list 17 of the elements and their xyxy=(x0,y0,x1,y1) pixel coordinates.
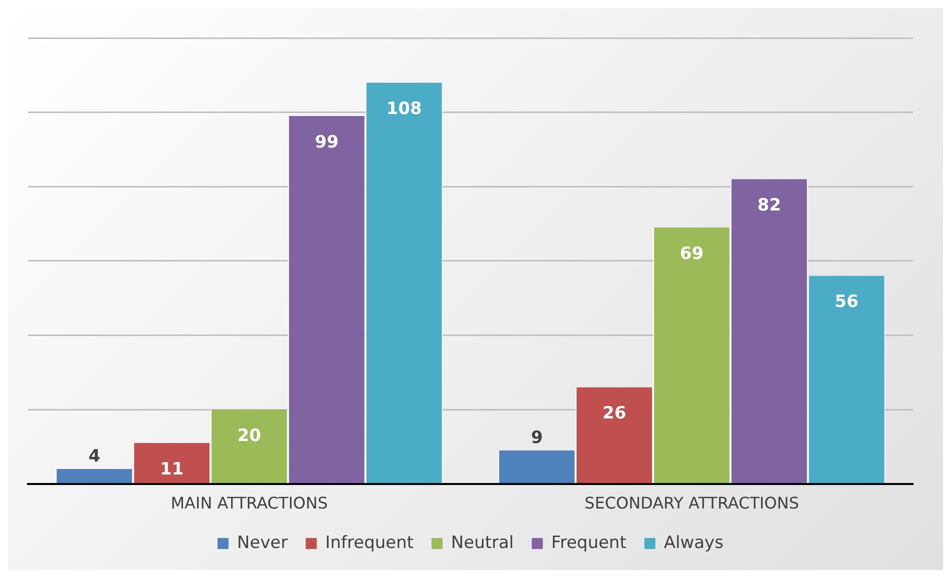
data-label: 56 xyxy=(834,292,858,312)
data-label: 69 xyxy=(680,244,704,264)
x-tick-label: MAIN ATTRACTIONS xyxy=(170,494,328,513)
x-tick-label: SECONDARY ATTRACTIONS xyxy=(584,494,799,513)
data-label: 9 xyxy=(530,428,543,448)
data-label: 4 xyxy=(88,446,100,466)
legend-label: Infrequent xyxy=(325,532,414,553)
legend-label: Never xyxy=(237,532,288,553)
data-label: 99 xyxy=(314,132,339,152)
data-label: 82 xyxy=(757,196,782,216)
data-label: 26 xyxy=(602,404,626,424)
data-label: 20 xyxy=(237,426,262,446)
legend-label: Always xyxy=(664,532,724,553)
legend-label: Frequent xyxy=(551,532,627,553)
data-label: 11 xyxy=(160,459,184,480)
data-label: 108 xyxy=(386,99,422,119)
legend-label: Neutral xyxy=(451,532,514,553)
